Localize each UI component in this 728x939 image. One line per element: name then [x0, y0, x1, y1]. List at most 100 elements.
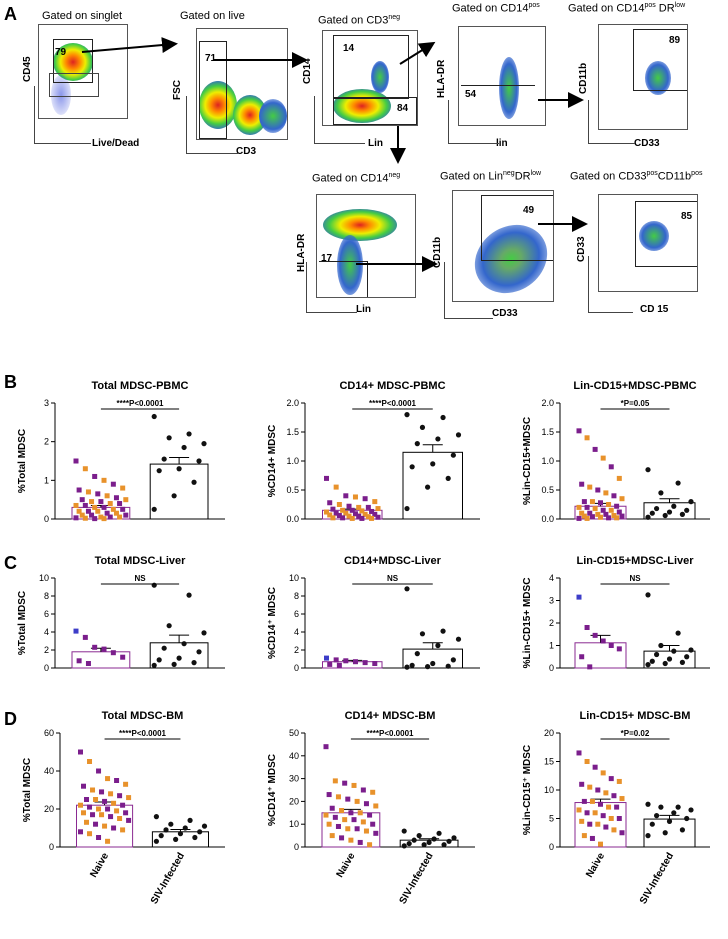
chart-b1-point-infected: [191, 479, 197, 485]
flow8-axis-frame: [588, 256, 633, 313]
chart-d1-ytick-label: 60: [44, 728, 54, 738]
chart-d1-point-naive: [78, 802, 83, 808]
chart-d1-point-naive: [99, 812, 105, 818]
chart-b1-point-naive: [82, 466, 88, 472]
chart-d2-point-naive: [326, 792, 332, 798]
chart-d2-point-naive: [345, 796, 351, 802]
flow8-gate: [635, 201, 697, 267]
chart-d1: Total MDSC-BM %Total MDSC 0 20 40 60 ****P<0.0…: [22, 710, 225, 906]
chart-d3-point-infected: [649, 821, 655, 827]
chart-b2-point-naive: [365, 514, 371, 520]
chart-b3-point-naive: [584, 435, 590, 441]
chart-c2-point-infected: [435, 642, 441, 649]
chart-b3-point-naive: [584, 504, 590, 510]
flow6-xlabel: Lin: [356, 304, 371, 315]
chart-b1-point-naive: [95, 491, 101, 497]
chart-c3-point-infected: [666, 656, 673, 662]
chart-b3-point-infected: [671, 503, 677, 509]
chart-d3-title: Lin-CD15+ MDSC-BM: [580, 710, 691, 722]
chart-d1-title: Total MDSC-BM: [102, 710, 184, 722]
flow7-title-b: DR: [514, 170, 531, 183]
chart-c3-point-naive: [587, 664, 593, 670]
chart-d2-point-infected: [436, 830, 442, 836]
chart-c1-bar-infected: [149, 642, 209, 669]
chart-c2-point-infected: [440, 628, 446, 634]
chart-b2-point-naive: [343, 493, 349, 499]
chart-b2-point-naive: [330, 515, 336, 521]
chart-d2-point-naive: [357, 839, 363, 845]
chart-c1-point-naive: [85, 661, 91, 666]
chart-c1-annotation: NS: [134, 574, 146, 583]
chart-c1-point-naive: [120, 654, 126, 660]
chart-c3-ytick-label: 4: [549, 573, 554, 583]
chart-c1-point-infected: [176, 655, 182, 661]
chart-b3-point-naive: [611, 493, 617, 499]
chart-d2-point-naive: [339, 808, 345, 814]
chart-b1-point-naive: [120, 506, 126, 512]
chart-b3-point-infected: [675, 480, 681, 486]
chart-d1-point-naive: [78, 749, 83, 755]
chart-d1-xlabel-naive: Naive: [88, 851, 111, 880]
chart-d3-point-infected: [671, 810, 677, 816]
chart-b3-point-naive: [587, 484, 593, 490]
chart-d3-point-naive: [608, 776, 614, 782]
chart-d3-point-naive: [581, 798, 587, 804]
chart-d2-point-naive: [335, 823, 341, 829]
chart-b3-point-infected: [684, 507, 690, 513]
flow5-title-b: DR: [655, 2, 675, 15]
chart-b1-ytick-label: 2: [44, 437, 49, 447]
chart-b2-point-naive: [362, 511, 368, 517]
chart-d2-ytick-label: 30: [289, 774, 299, 784]
chart-b3-point-naive: [584, 515, 590, 521]
chart-c1-point-naive: [92, 644, 98, 650]
chart-b3-point-infected: [645, 467, 651, 473]
chart-b2-point-naive: [372, 511, 378, 517]
chart-d2-ytick-label: 50: [289, 728, 299, 738]
chart-d2-point-naive: [339, 835, 345, 841]
chart-b3-point-naive: [592, 506, 598, 512]
chart-b1-point-naive: [85, 508, 91, 514]
chart-c1-point-infected: [166, 623, 172, 629]
chart-d1-point-naive: [81, 783, 87, 789]
chart-d2-point-naive: [342, 817, 348, 823]
chart-b3-title: Lin-CD15+MDSC-PBMC: [573, 380, 696, 392]
chart-b3-point-naive: [616, 475, 622, 481]
flow6-plot: 17: [316, 194, 416, 298]
flow4-title-sup: pos: [528, 2, 540, 9]
flow3-gate-top: [333, 35, 409, 99]
chart-c2-title: CD14+MDSC-Liver: [344, 555, 442, 567]
chart-d3-point-naive: [579, 781, 585, 787]
chart-b2-point-infected: [435, 436, 441, 442]
flow7-plot: 49: [452, 190, 554, 302]
chart-b3-point-infected: [688, 499, 694, 505]
chart-b3-point-naive: [606, 502, 612, 507]
chart-b1-point-naive: [104, 510, 110, 516]
flow6-density-top: [323, 209, 397, 241]
chart-d2-point-naive: [329, 805, 335, 811]
chart-c3: Lin-CD15+MDSC-Liver %Lin-CD15+ MDSC 0 1 2 3 4 N…: [522, 555, 710, 673]
chart-b3-annotation: *P=0.05: [621, 399, 650, 408]
chart-b3-point-naive: [589, 499, 595, 505]
flow2-density-1: [199, 81, 237, 129]
chart-b1-point-naive: [98, 514, 104, 520]
chart-d3-point-naive: [592, 810, 598, 816]
chart-d3-point-naive: [614, 804, 620, 810]
flow8-title-sup2: pos: [691, 170, 703, 177]
chart-c1-point-infected: [156, 657, 162, 663]
chart-c3-point-naive: [608, 643, 614, 648]
chart-c2-point-naive: [336, 662, 342, 668]
chart-b3-point-naive: [589, 514, 595, 520]
chart-b1-point-naive: [73, 502, 79, 508]
chart-d2-point-naive: [323, 744, 329, 750]
chart-d3-point-naive: [600, 770, 606, 776]
chart-d1-point-naive: [90, 787, 96, 793]
chart-b2-point-infected: [414, 441, 420, 447]
chart-d2-ytick-label: 20: [289, 796, 299, 806]
chart-d1-ylabel: %Total MDSC: [22, 758, 33, 822]
chart-b2-ytick-label: 1.5: [286, 427, 299, 437]
chart-c3-point-naive: [579, 654, 585, 660]
chart-d1-point-naive: [87, 831, 93, 837]
flow1-xlabel: Live/Dead: [92, 138, 140, 149]
chart-d2-point-infected: [451, 835, 457, 841]
flow7-title: Gated on LinnegDRlow: [440, 170, 541, 183]
